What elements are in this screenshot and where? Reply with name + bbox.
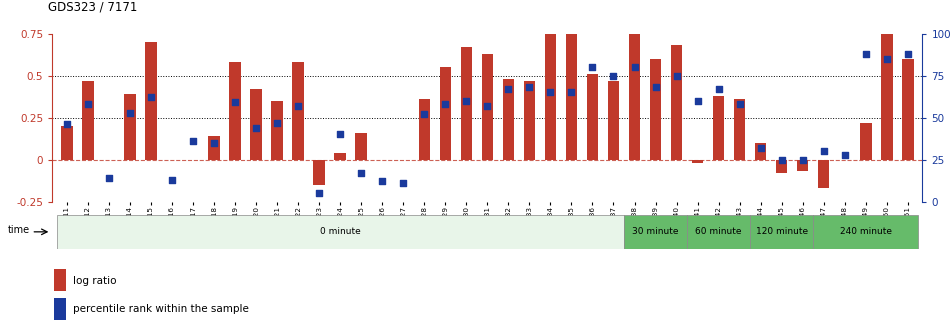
Point bbox=[248, 125, 263, 130]
Bar bbox=[687, 215, 750, 249]
Bar bbox=[125, 94, 136, 160]
Text: 30 minute: 30 minute bbox=[632, 227, 679, 236]
Point bbox=[458, 98, 474, 103]
Point bbox=[816, 149, 831, 154]
Point bbox=[144, 95, 159, 100]
Point bbox=[690, 98, 706, 103]
Point bbox=[606, 73, 621, 78]
Point bbox=[417, 112, 432, 117]
Bar bbox=[545, 12, 556, 160]
Bar bbox=[335, 153, 346, 160]
Point bbox=[227, 100, 243, 105]
Bar bbox=[734, 99, 746, 160]
Point bbox=[185, 138, 201, 144]
Point bbox=[396, 180, 411, 186]
Text: time: time bbox=[8, 225, 30, 235]
Point bbox=[648, 85, 663, 90]
Text: 120 minute: 120 minute bbox=[756, 227, 807, 236]
Bar bbox=[146, 42, 157, 160]
Point bbox=[543, 90, 558, 95]
Bar bbox=[356, 133, 367, 160]
Bar bbox=[54, 298, 67, 320]
Point bbox=[165, 177, 180, 182]
Point bbox=[732, 101, 747, 107]
Text: 60 minute: 60 minute bbox=[695, 227, 742, 236]
Bar bbox=[439, 67, 451, 160]
Bar bbox=[818, 160, 829, 188]
Text: percentile rank within the sample: percentile rank within the sample bbox=[73, 304, 249, 314]
Point bbox=[795, 157, 810, 162]
Bar bbox=[713, 96, 725, 160]
Bar bbox=[271, 101, 283, 160]
Bar bbox=[670, 45, 682, 160]
Bar bbox=[755, 143, 767, 160]
Point bbox=[837, 152, 852, 157]
Point bbox=[333, 132, 348, 137]
Bar bbox=[481, 54, 494, 160]
Bar bbox=[293, 62, 304, 160]
Bar bbox=[229, 62, 241, 160]
Point bbox=[879, 56, 894, 61]
Text: log ratio: log ratio bbox=[73, 276, 116, 286]
Point bbox=[858, 51, 873, 56]
Point bbox=[479, 103, 495, 109]
Bar bbox=[797, 160, 808, 171]
Bar bbox=[61, 126, 73, 160]
Bar bbox=[650, 59, 661, 160]
Bar bbox=[691, 160, 704, 163]
Point bbox=[81, 101, 96, 107]
Point bbox=[59, 122, 74, 127]
Text: GDS323 / 7171: GDS323 / 7171 bbox=[48, 0, 137, 13]
Bar bbox=[624, 215, 687, 249]
Bar bbox=[813, 215, 919, 249]
Bar bbox=[566, 32, 577, 160]
Point bbox=[501, 86, 516, 92]
Bar bbox=[82, 81, 94, 160]
Bar bbox=[314, 160, 325, 185]
Bar bbox=[54, 269, 67, 291]
Point bbox=[102, 175, 117, 181]
Point bbox=[627, 65, 642, 70]
Bar bbox=[902, 59, 914, 160]
Point bbox=[354, 170, 369, 176]
Point bbox=[711, 86, 727, 92]
Bar bbox=[608, 81, 619, 160]
Point bbox=[669, 73, 684, 78]
Bar bbox=[629, 2, 640, 160]
Point bbox=[312, 191, 327, 196]
Bar bbox=[418, 99, 430, 160]
Point bbox=[901, 51, 916, 56]
Text: 0 minute: 0 minute bbox=[320, 227, 360, 236]
Bar bbox=[776, 160, 787, 173]
Bar bbox=[460, 47, 472, 160]
Bar bbox=[503, 79, 514, 160]
Bar bbox=[56, 215, 624, 249]
Bar bbox=[750, 215, 813, 249]
Point bbox=[774, 157, 789, 162]
Bar bbox=[860, 123, 871, 160]
Bar bbox=[208, 136, 220, 160]
Point bbox=[206, 140, 222, 145]
Text: 240 minute: 240 minute bbox=[840, 227, 892, 236]
Bar bbox=[250, 89, 262, 160]
Bar bbox=[587, 74, 598, 160]
Point bbox=[522, 85, 537, 90]
Point bbox=[753, 145, 768, 151]
Point bbox=[123, 110, 138, 115]
Point bbox=[585, 65, 600, 70]
Point bbox=[437, 101, 453, 107]
Bar bbox=[881, 29, 893, 160]
Point bbox=[564, 90, 579, 95]
Point bbox=[291, 103, 306, 109]
Bar bbox=[524, 81, 535, 160]
Point bbox=[269, 120, 284, 125]
Point bbox=[375, 179, 390, 184]
